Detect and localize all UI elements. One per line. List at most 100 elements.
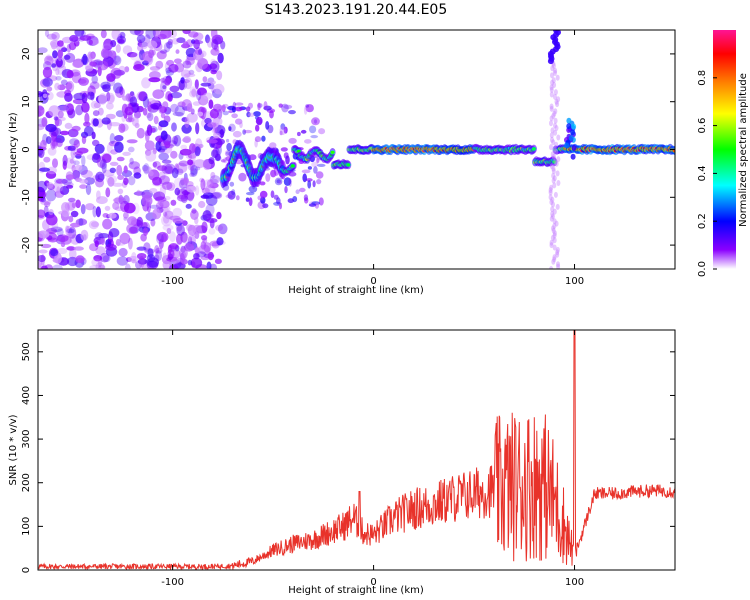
heatmap-cell <box>56 137 63 148</box>
heatmap-cell <box>148 77 161 83</box>
heatmap-cell <box>105 92 115 104</box>
heatmap-cell <box>190 234 196 246</box>
heatmap-cell <box>552 160 557 164</box>
bottom-y-tick-label: 100 <box>21 517 32 536</box>
heatmap-cell <box>193 39 201 50</box>
heatmap-cell <box>108 228 120 238</box>
heatmap-cell <box>70 210 79 218</box>
heatmap-cell <box>38 255 46 263</box>
heatmap-cell <box>60 79 68 86</box>
heatmap-cell <box>214 258 222 264</box>
heatmap-cell <box>61 47 68 53</box>
heatmap-cell <box>99 252 110 263</box>
heatmap-cell <box>288 178 292 187</box>
heatmap-cell <box>116 35 127 45</box>
heatmap-cell <box>152 208 162 220</box>
heatmap-cell <box>554 98 559 105</box>
heatmap-cell <box>548 194 553 201</box>
heatmap-cell <box>551 62 556 69</box>
heatmap-cell <box>65 82 73 90</box>
heatmap-cell <box>554 148 559 155</box>
heatmap-cell <box>549 239 554 246</box>
heatmap-cell <box>45 189 57 202</box>
heatmap-cell <box>118 247 128 257</box>
heatmap-cell <box>81 135 87 145</box>
heatmap-cell <box>194 216 199 225</box>
heatmap-cell <box>568 135 574 142</box>
heatmap-cell <box>69 138 80 146</box>
heatmap-cell <box>182 30 191 35</box>
heatmap-cell <box>164 163 176 175</box>
heatmap-cell <box>200 82 212 87</box>
heatmap-cell <box>216 211 222 220</box>
heatmap-cell <box>100 30 107 39</box>
heatmap-cell <box>208 157 215 165</box>
heatmap-cell <box>69 34 79 43</box>
heatmap-cell <box>164 77 171 86</box>
spectrogram-heatmap <box>38 30 675 269</box>
heatmap-cell <box>550 65 555 72</box>
heatmap-cell <box>171 37 180 45</box>
heatmap-cell <box>163 214 170 224</box>
heatmap-cell <box>552 256 557 263</box>
heatmap-cell <box>115 238 121 247</box>
heatmap-cell <box>181 258 188 265</box>
heatmap-cell <box>157 165 168 172</box>
heatmap-cell <box>550 196 555 203</box>
top-x-tick-label: 100 <box>565 276 584 287</box>
heatmap-cell <box>555 249 560 256</box>
heatmap-cell <box>63 103 75 111</box>
heatmap-cell <box>114 135 124 142</box>
heatmap-cell <box>194 79 199 90</box>
heatmap-cell <box>276 179 281 184</box>
heatmap-cell <box>95 262 105 269</box>
heatmap-cell <box>127 216 137 226</box>
heatmap-cell <box>228 126 232 131</box>
top-x-tick-label: 0 <box>370 276 376 287</box>
heatmap-cell <box>47 147 57 156</box>
heatmap-cell <box>62 154 68 166</box>
heatmap-cell <box>106 91 111 102</box>
heatmap-cell <box>38 167 51 172</box>
heatmap-cell <box>116 256 129 266</box>
heatmap-cell <box>39 190 47 199</box>
heatmap-cell <box>90 39 100 45</box>
heatmap-cell <box>180 77 185 84</box>
heatmap-cell <box>105 243 117 251</box>
heatmap-cell <box>156 233 164 245</box>
heatmap-cell <box>200 255 210 261</box>
heatmap-cell <box>144 140 155 151</box>
heatmap-cell <box>188 69 195 75</box>
heatmap-cell <box>172 218 184 224</box>
heatmap-cell <box>52 158 58 169</box>
heatmap-cell <box>299 187 306 193</box>
heatmap-cell <box>549 84 554 91</box>
heatmap-cell <box>38 124 45 131</box>
heatmap-cell <box>40 243 52 249</box>
heatmap-cell <box>274 177 283 186</box>
heatmap-cell <box>57 105 69 113</box>
heatmap-cell <box>169 85 180 93</box>
heatmap-cell <box>63 54 71 60</box>
heatmap-cell <box>170 199 177 206</box>
heatmap-cell <box>270 190 275 198</box>
heatmap-cell <box>265 173 271 182</box>
heatmap-cell <box>54 82 60 91</box>
heatmap-cell <box>88 220 99 230</box>
heatmap-cell <box>190 165 199 175</box>
heatmap-cell <box>550 211 555 217</box>
heatmap-cell <box>160 130 168 141</box>
heatmap-cell <box>167 249 175 260</box>
heatmap-cell <box>168 63 179 73</box>
heatmap-cell <box>57 104 69 111</box>
heatmap-cell <box>57 40 64 47</box>
heatmap-cell <box>67 256 78 267</box>
heatmap-cell <box>129 157 134 165</box>
heatmap-cell <box>162 85 167 90</box>
heatmap-cell <box>553 117 558 124</box>
heatmap-cell <box>551 139 556 146</box>
heatmap-cell <box>552 146 557 153</box>
heatmap-cell <box>254 136 262 143</box>
heatmap-cell <box>159 184 166 197</box>
heatmap-cell <box>71 125 81 132</box>
